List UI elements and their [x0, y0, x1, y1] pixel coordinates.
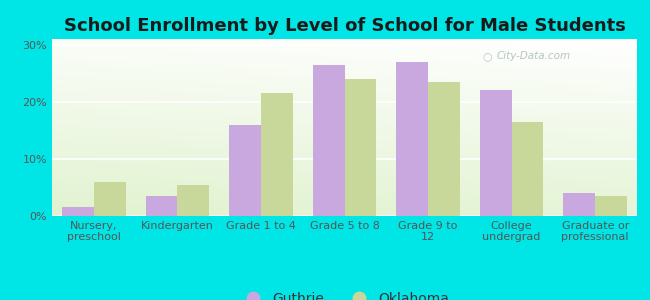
Legend: Guthrie, Oklahoma: Guthrie, Oklahoma	[234, 286, 455, 300]
Bar	[177, 184, 209, 216]
Bar	[344, 79, 376, 216]
Bar	[62, 207, 94, 216]
Bar	[94, 182, 125, 216]
Bar	[146, 196, 177, 216]
Bar	[396, 62, 428, 216]
Bar	[480, 90, 512, 216]
Bar	[229, 124, 261, 216]
Bar	[261, 93, 292, 216]
Text: City-Data.com: City-Data.com	[497, 51, 571, 62]
Bar	[313, 65, 344, 216]
Bar	[512, 122, 543, 216]
Text: ○: ○	[482, 51, 491, 62]
Title: School Enrollment by Level of School for Male Students: School Enrollment by Level of School for…	[64, 17, 625, 35]
Bar	[595, 196, 627, 216]
Bar	[428, 82, 460, 216]
Bar	[564, 193, 595, 216]
